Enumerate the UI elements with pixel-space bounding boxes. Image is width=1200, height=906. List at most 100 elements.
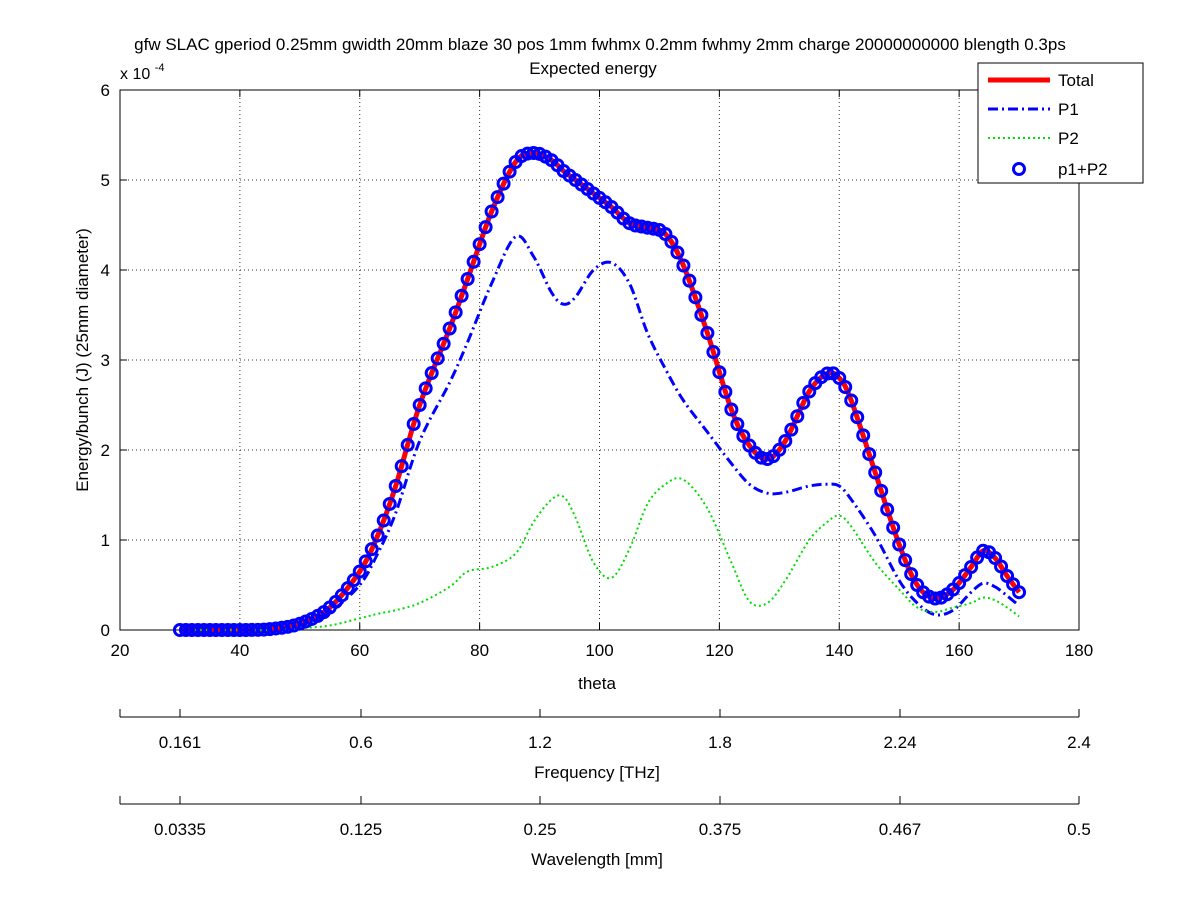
secondary-axis-label: Wavelength [mm]	[531, 850, 663, 869]
secondary-tick-label: 2.24	[883, 733, 916, 752]
x-tick-label: 20	[111, 641, 130, 660]
series-p1-p2-point	[358, 554, 373, 569]
secondary-tick-label: 0.6	[349, 733, 373, 752]
y-axis-label: Energy/bunch (J) (25mm diameter)	[73, 228, 92, 492]
secondary-tick-label: 0.25	[523, 820, 556, 839]
legend-label-total: Total	[1058, 71, 1094, 90]
x-tick-label: 140	[825, 641, 853, 660]
legend-label-p2: P2	[1058, 129, 1079, 148]
y-multiplier-base: x 10	[120, 66, 150, 83]
series-p1-p2-point	[286, 618, 301, 633]
series-p1-p2-point	[352, 564, 367, 579]
series-p2-line	[179, 477, 1020, 632]
series-p1-p2-point	[892, 537, 907, 552]
x-tick-label: 160	[945, 641, 973, 660]
x-axis-label: theta	[578, 674, 616, 693]
series-p1-p2-markers	[172, 146, 1027, 637]
data-series	[172, 146, 1027, 637]
series-p1-p2-point	[454, 288, 469, 303]
y-tick-label: 5	[101, 171, 110, 190]
series-p1-p2-point	[430, 351, 445, 366]
series-p1-p2-point	[460, 272, 475, 286]
legend-box	[977, 62, 1144, 184]
series-p1-p2-point	[412, 398, 427, 412]
series-p1-p2-point	[718, 384, 733, 399]
secondary-tick-label: 1.2	[528, 733, 552, 752]
y-multiplier-exponent: -4	[155, 62, 165, 74]
series-p1-p2-point	[838, 380, 853, 394]
series-p1-p2-point	[676, 258, 691, 273]
y-tick-label: 0	[101, 621, 110, 640]
legend-label-p1: P1	[1058, 100, 1079, 119]
axis-ticks: 20 40 60 80 100 120 140 160 180 0 1 2 3 4 5 6	[101, 81, 1094, 660]
x-tick-label: 80	[470, 641, 489, 660]
series-p1-p2-point	[688, 290, 703, 305]
series-p1-line	[179, 234, 1021, 632]
x-tick-label: 120	[705, 641, 733, 660]
series-p1-p2-point	[526, 146, 541, 160]
y-tick-label: 4	[101, 261, 110, 280]
series-p1-p2-point	[730, 417, 745, 432]
series-p1-p2-point	[784, 422, 799, 437]
series-p1-p2-point	[712, 365, 727, 380]
series-p1-p2-point	[280, 619, 295, 634]
series-p1-p2-point	[682, 273, 697, 288]
series-p1-p2-point	[490, 190, 505, 205]
series-p1-p2-point	[400, 437, 415, 452]
series-p1-p2-point	[1012, 585, 1027, 600]
legend-label-p1p2: p1+P2	[1058, 160, 1108, 179]
x-tick-label: 180	[1065, 641, 1093, 660]
y-tick-label: 3	[101, 351, 110, 370]
series-p1-p2-point	[706, 345, 721, 360]
legend: Total P1 P2 p1+P2	[977, 62, 1144, 184]
series-p1-p2-point	[904, 567, 919, 582]
series-p1-p2-point	[646, 221, 661, 236]
secondary-tick-label: 0.5	[1067, 820, 1091, 839]
series-p1-p2-point	[868, 465, 883, 480]
secondary-axis-label: Frequency [THz]	[534, 763, 660, 782]
x-tick-label: 60	[350, 641, 369, 660]
series-p1-p2-point	[364, 542, 379, 557]
secondary-tick-label: 0.125	[340, 820, 383, 839]
series-p1-p2-point	[484, 204, 499, 219]
y-tick-label: 1	[101, 531, 110, 550]
series-p1-p2-point	[424, 366, 439, 381]
secondary-tick-label: 0.375	[699, 820, 742, 839]
grid-lines	[120, 90, 1079, 630]
series-p1-p2-point	[796, 395, 811, 410]
secondary-axis-frequency-thz: 0.161 0.6 1.2 1.8 2.24 2.4 Frequency [THz]	[119, 709, 1091, 782]
secondary-tick-label: 0.161	[159, 733, 202, 752]
series-p1-p2-point	[472, 237, 487, 252]
secondary-axes: 0.161 0.6 1.2 1.8 2.24 2.4 Frequency [THz] 0.03…	[119, 709, 1091, 869]
legend-marker-p1p2	[1012, 162, 1026, 176]
series-p1-p2-point	[994, 559, 1009, 574]
series-p1-p2-point	[448, 305, 463, 320]
series-p1-p2-point	[664, 234, 679, 249]
secondary-axis-wavelength-mm: 0.0335 0.125 0.25 0.375 0.467 0.5 Wavelength […	[119, 796, 1091, 869]
series-p1-p2-point	[862, 447, 877, 462]
series-p1-p2-point	[874, 483, 889, 498]
series-p1-p2-point	[502, 164, 517, 179]
chart-title: gfw SLAC gperiod 0.25mm gwidth 20mm blaz…	[134, 35, 1066, 54]
series-p1-p2-point	[964, 560, 979, 574]
series-p1-p2-point	[976, 543, 991, 558]
secondary-tick-label: 2.4	[1067, 733, 1091, 752]
series-p1-p2-point	[388, 479, 403, 493]
x-tick-label: 100	[585, 641, 613, 660]
series-p1-p2-point	[724, 402, 739, 417]
series-p1-p2-point	[736, 429, 751, 444]
series-p1-p2-point	[442, 321, 457, 336]
series-p1-p2-point	[844, 393, 859, 408]
x-tick-label: 40	[230, 641, 249, 660]
series-p1-p2-point	[700, 326, 715, 340]
secondary-tick-label: 0.467	[879, 820, 922, 839]
series-p1-p2-point	[376, 513, 391, 528]
series-p1-p2-point	[466, 254, 481, 269]
series-p1-p2-point	[478, 220, 493, 235]
series-p1-p2-point	[394, 459, 409, 474]
series-p1-p2-point	[382, 496, 397, 511]
series-p1-p2-point	[856, 428, 871, 443]
series-p1-p2-point	[418, 381, 433, 396]
